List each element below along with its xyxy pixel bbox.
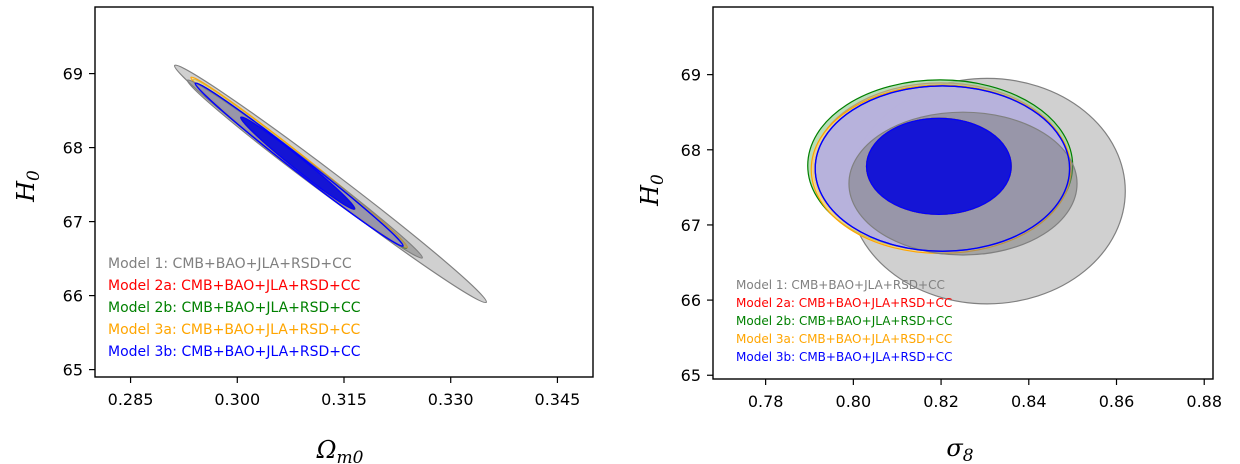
plot-frame (712, 6, 1214, 380)
contours-layer (807, 77, 1126, 305)
x-tick-label: 0.78 (748, 392, 784, 411)
x-tick-label: 0.330 (428, 390, 474, 409)
y-tick-label: 68 (63, 139, 83, 158)
x-tick-label: 0.84 (1011, 392, 1047, 411)
y-tick-label: 66 (681, 291, 701, 310)
x-tick-label: 0.88 (1186, 392, 1222, 411)
legend-entry: Model 1: CMB+BAO+JLA+RSD+CC (108, 256, 352, 272)
y-tick-label: 69 (63, 65, 83, 84)
x-axis-label: σ8 (946, 434, 973, 464)
legend-entry: Model 2a: CMB+BAO+JLA+RSD+CC (108, 278, 360, 294)
y-axis-label: H0 (12, 170, 44, 203)
contour-outline-top (814, 85, 1071, 252)
legend-entry: Model 1: CMB+BAO+JLA+RSD+CC (736, 278, 945, 292)
contour-inner-5 (240, 116, 356, 210)
y-tick-label: 66 (63, 287, 83, 306)
x-axis-label: Ωm0 (316, 436, 364, 464)
panel-h0-vs-omega: 0.285 0.300 0.315 0.330 0.345 65 66 67 68 69 Mod… (12, 6, 594, 464)
contour-inner-5 (865, 117, 1012, 216)
x-tick-label: 0.285 (108, 390, 154, 409)
legend-entry: Model 2b: CMB+BAO+JLA+RSD+CC (108, 300, 361, 316)
y-axis-label: H0 (636, 174, 668, 207)
y-tick-label: 65 (681, 366, 701, 385)
y-tick-label: 67 (63, 213, 83, 232)
y-tick-label: 68 (681, 141, 701, 160)
y-tick-label: 69 (681, 66, 701, 85)
y-tick-label: 65 (63, 361, 83, 380)
legend-entry: Model 3a: CMB+BAO+JLA+RSD+CC (736, 332, 952, 346)
x-tick-label: 0.300 (214, 390, 260, 409)
legend-entry: Model 3b: CMB+BAO+JLA+RSD+CC (108, 344, 361, 360)
y-ticks: 65 66 67 68 69 (681, 66, 713, 385)
x-tick-label: 0.345 (535, 390, 581, 409)
legend: Model 1: CMB+BAO+JLA+RSD+CC Model 2a: CMB… (108, 256, 361, 360)
legend-entry: Model 3a: CMB+BAO+JLA+RSD+CC (108, 322, 360, 338)
legend-entry: Model 2a: CMB+BAO+JLA+RSD+CC (736, 296, 952, 310)
legend: Model 1: CMB+BAO+JLA+RSD+CC Model 2a: CMB… (736, 278, 952, 364)
y-tick-label: 67 (681, 216, 701, 235)
legend-entry: Model 3b: CMB+BAO+JLA+RSD+CC (736, 350, 952, 364)
contours-layer (173, 64, 488, 304)
contour-outline-top (194, 82, 404, 247)
legend-entry: Model 2b: CMB+BAO+JLA+RSD+CC (736, 314, 952, 328)
x-tick-label: 0.86 (1099, 392, 1135, 411)
x-tick-label: 0.82 (923, 392, 959, 411)
x-tick-label: 0.315 (321, 390, 367, 409)
y-ticks: 65 66 67 68 69 (63, 65, 95, 380)
x-tick-label: 0.80 (836, 392, 872, 411)
x-ticks: 0.285 0.300 0.315 0.330 0.345 (108, 377, 581, 409)
x-ticks: 0.78 0.80 0.82 0.84 0.86 0.88 (748, 379, 1222, 411)
panel-h0-vs-sigma8: 0.78 0.80 0.82 0.84 0.86 0.88 65 66 67 68 69 Mode… (636, 6, 1222, 464)
